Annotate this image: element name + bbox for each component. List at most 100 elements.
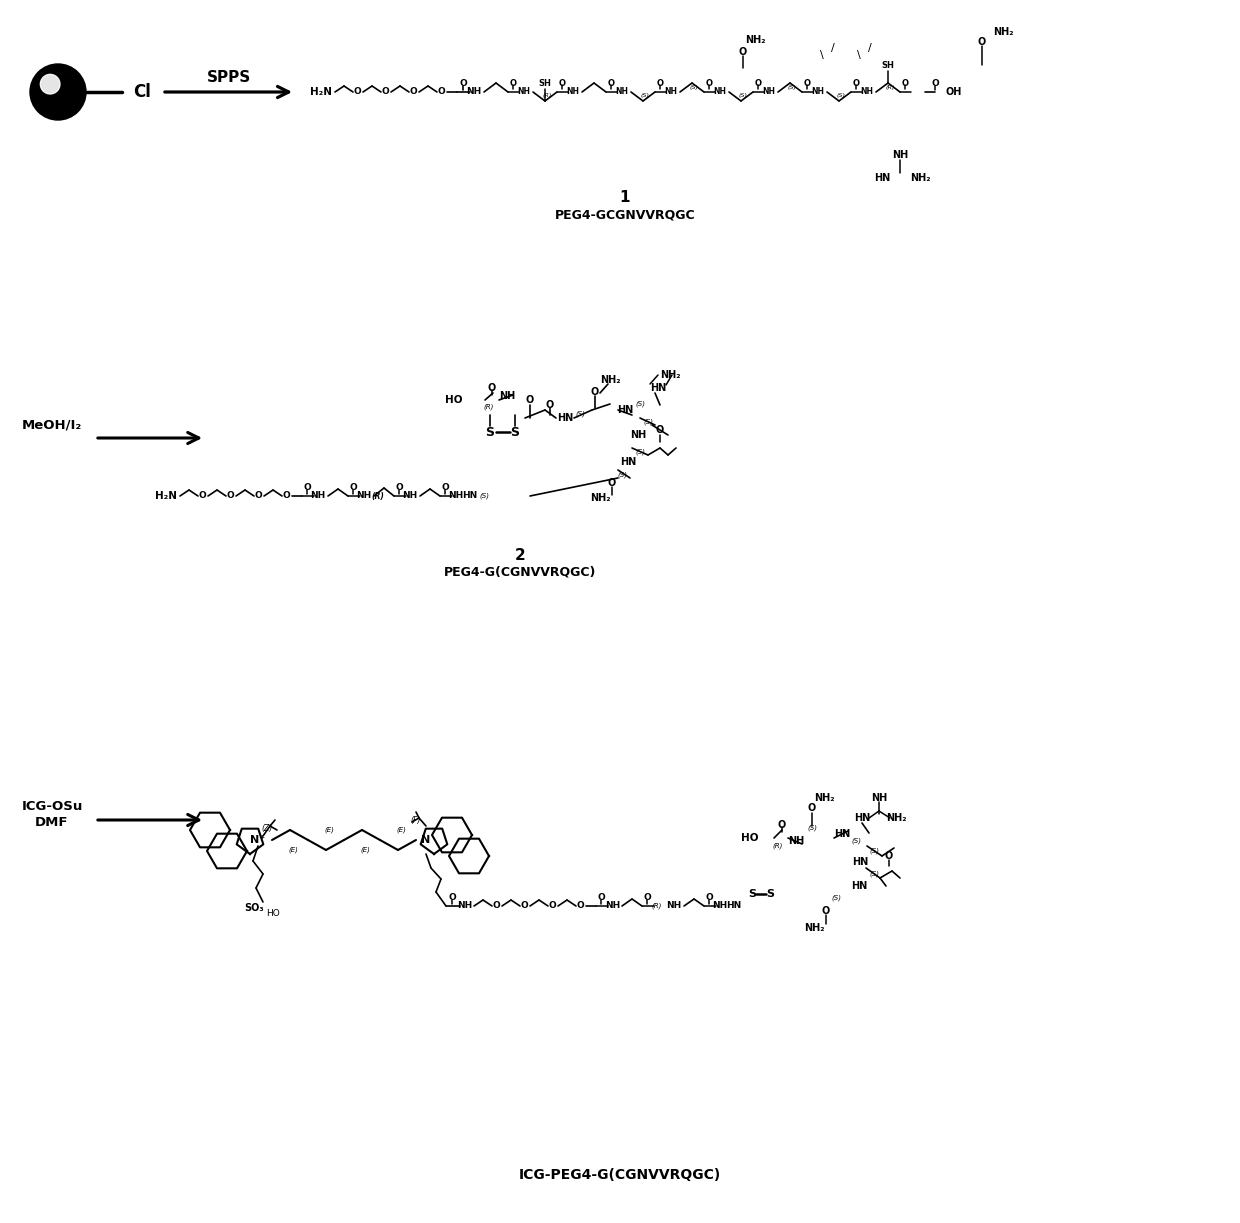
Text: O: O	[441, 483, 449, 493]
Text: O: O	[598, 894, 605, 903]
Text: NH: NH	[402, 492, 418, 500]
Text: O: O	[853, 78, 859, 88]
Text: NH₂: NH₂	[813, 793, 835, 804]
Text: Cl: Cl	[133, 83, 151, 102]
Text: (E): (E)	[396, 827, 405, 833]
Text: SO₃: SO₃	[244, 903, 264, 914]
Text: O: O	[396, 483, 403, 493]
Text: O: O	[546, 400, 554, 410]
Text: O: O	[754, 78, 761, 88]
Text: (S): (S)	[635, 401, 645, 407]
Text: O: O	[656, 426, 665, 435]
Text: O: O	[577, 901, 584, 910]
Text: OH: OH	[945, 87, 961, 97]
Text: NH₂: NH₂	[590, 493, 610, 503]
Text: HN: HN	[854, 813, 870, 823]
Text: (E): (E)	[324, 827, 334, 833]
Text: (R): (R)	[372, 492, 384, 500]
Text: (S): (S)	[575, 411, 585, 417]
Text: H₂N: H₂N	[155, 490, 177, 501]
Text: O: O	[901, 78, 909, 88]
Text: O: O	[459, 79, 467, 88]
Text: O: O	[706, 894, 713, 903]
Text: HO: HO	[742, 833, 759, 843]
Text: O: O	[558, 78, 565, 88]
Text: SH: SH	[882, 60, 894, 70]
Text: (R): (R)	[773, 843, 784, 849]
Text: NH₂: NH₂	[993, 27, 1013, 37]
Text: O: O	[608, 78, 615, 88]
Text: NH₂: NH₂	[600, 375, 620, 385]
Text: O: O	[283, 492, 290, 500]
Text: NH: NH	[449, 492, 464, 500]
Text: NH: NH	[787, 837, 804, 846]
Circle shape	[41, 75, 60, 94]
Text: O: O	[381, 88, 389, 97]
Text: H₂N: H₂N	[310, 87, 332, 97]
Text: (S): (S)	[739, 93, 748, 99]
Text: NH: NH	[630, 430, 646, 440]
Text: O: O	[885, 851, 893, 861]
Text: (S): (S)	[635, 449, 645, 455]
Text: (E): (E)	[360, 846, 370, 854]
Text: HN: HN	[851, 881, 867, 892]
Text: NH: NH	[498, 391, 515, 401]
Text: O: O	[822, 906, 830, 916]
Text: NH₂: NH₂	[804, 923, 825, 933]
Text: NH₂: NH₂	[745, 35, 765, 45]
Text: /: /	[831, 43, 835, 53]
Text: NH: NH	[310, 492, 326, 500]
Text: O: O	[254, 492, 262, 500]
Text: 2: 2	[515, 548, 526, 563]
Text: O: O	[526, 395, 534, 405]
Text: /: /	[868, 43, 872, 53]
Text: PEG4-GCGNVVRQGC: PEG4-GCGNVVRQGC	[554, 208, 696, 221]
Text: (S): (S)	[787, 86, 796, 91]
Text: S: S	[766, 889, 774, 899]
Text: HN: HN	[620, 457, 636, 467]
Text: (S): (S)	[851, 838, 861, 844]
Text: HN: HN	[874, 172, 890, 183]
Text: NH: NH	[870, 793, 887, 804]
Text: HO: HO	[267, 910, 280, 918]
Text: (E): (E)	[288, 846, 298, 854]
Text: O: O	[591, 386, 599, 397]
Text: (S): (S)	[479, 493, 489, 499]
Text: NH₂: NH₂	[660, 371, 681, 380]
Text: (R): (R)	[652, 903, 662, 909]
Text: O: O	[520, 901, 528, 910]
Text: O: O	[808, 804, 816, 813]
Text: NH: NH	[458, 901, 472, 910]
Text: (S): (S)	[807, 824, 817, 832]
Text: NH: NH	[713, 88, 727, 97]
Text: O: O	[931, 79, 939, 88]
Text: HN: HN	[833, 829, 851, 839]
Text: O: O	[804, 78, 811, 88]
Text: O: O	[303, 483, 311, 493]
Text: NH: NH	[517, 88, 531, 97]
Text: (R): (R)	[885, 86, 895, 91]
Text: N⁺: N⁺	[250, 835, 265, 845]
Text: \: \	[857, 50, 861, 60]
Text: NH: NH	[666, 901, 682, 910]
Text: O: O	[777, 819, 786, 830]
Text: (S): (S)	[689, 86, 698, 91]
Text: O: O	[226, 492, 234, 500]
Text: S: S	[486, 426, 495, 439]
Text: NH: NH	[892, 150, 908, 160]
Text: (R): (R)	[542, 93, 552, 99]
Text: O: O	[656, 78, 663, 88]
Text: O: O	[492, 901, 500, 910]
Text: HN: HN	[650, 383, 666, 393]
Text: O: O	[706, 78, 713, 88]
Text: (S): (S)	[869, 848, 879, 854]
Text: O: O	[350, 483, 357, 493]
Text: NH₂: NH₂	[885, 813, 906, 823]
Text: O: O	[438, 88, 445, 97]
Text: \: \	[820, 50, 823, 60]
Text: NH: NH	[605, 901, 621, 910]
Text: O: O	[409, 88, 417, 97]
Text: O: O	[739, 46, 748, 57]
Text: O: O	[608, 478, 616, 488]
Text: NH: NH	[356, 492, 372, 500]
